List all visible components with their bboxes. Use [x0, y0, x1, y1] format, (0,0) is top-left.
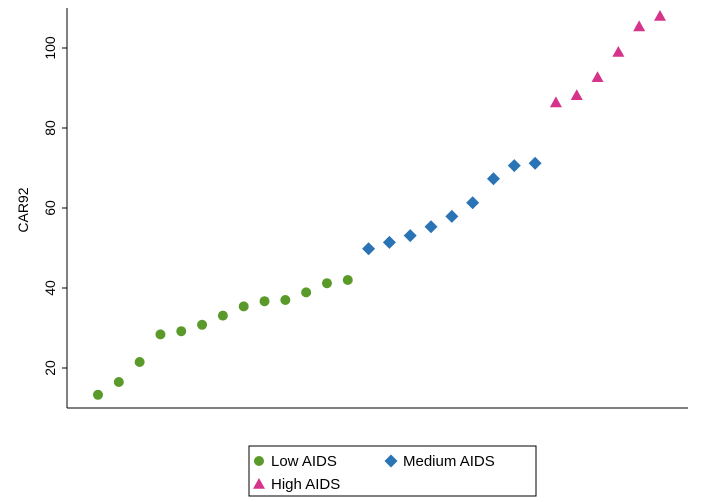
legend-marker-medium-aids — [384, 454, 398, 468]
high-aids-point — [633, 20, 646, 32]
low-aids-point — [217, 310, 228, 321]
legend-label-low-aids: Low AIDS — [271, 453, 337, 470]
axes: CAR92 — [15, 8, 688, 409]
low-aids-point — [342, 275, 353, 285]
low-aids-point — [301, 287, 312, 298]
medium-aids-point — [403, 229, 417, 243]
legend-box — [248, 445, 537, 497]
y-tick-label: 100 — [42, 36, 58, 60]
low-aids-point — [176, 326, 187, 337]
high-aids-point — [591, 71, 604, 82]
legend-marker-high-aids — [253, 478, 265, 489]
high-aids-point — [612, 46, 625, 57]
legend-label-medium-aids: Medium AIDS — [403, 453, 495, 470]
medium-aids-point — [486, 172, 500, 186]
high-aids-point — [654, 10, 666, 21]
y-tick-label: 20 — [42, 360, 58, 376]
legend-label-high-aids: High AIDS — [271, 476, 340, 493]
low-aids-point — [113, 377, 124, 387]
low-aids-point — [321, 278, 332, 289]
medium-aids-point — [424, 220, 438, 234]
y-ticks: 20 40 60 80 100 — [42, 36, 67, 376]
y-tick-label: 40 — [42, 280, 58, 296]
low-aids-point — [93, 389, 103, 400]
low-aids-point — [134, 357, 145, 367]
low-aids-point — [238, 301, 249, 312]
legend-marker-low-aids — [254, 456, 264, 466]
medium-aids-point — [362, 242, 376, 256]
medium-aids-point — [528, 156, 542, 170]
y-tick-label: 80 — [42, 120, 58, 136]
high-aids-point — [570, 89, 583, 100]
y-tick-label: 60 — [42, 200, 58, 216]
data-points — [93, 10, 666, 400]
low-aids-point — [197, 319, 208, 330]
y-axis-label: CAR92 — [15, 187, 31, 232]
low-aids-point — [155, 329, 166, 340]
low-aids-point — [259, 296, 270, 307]
medium-aids-point — [466, 196, 480, 210]
legend: Low AIDS Medium AIDS High AIDS — [248, 445, 537, 497]
medium-aids-point — [445, 209, 459, 223]
low-aids-point — [280, 295, 291, 305]
medium-aids-point — [382, 235, 396, 249]
medium-aids-point — [507, 159, 521, 173]
high-aids-point — [549, 96, 562, 108]
